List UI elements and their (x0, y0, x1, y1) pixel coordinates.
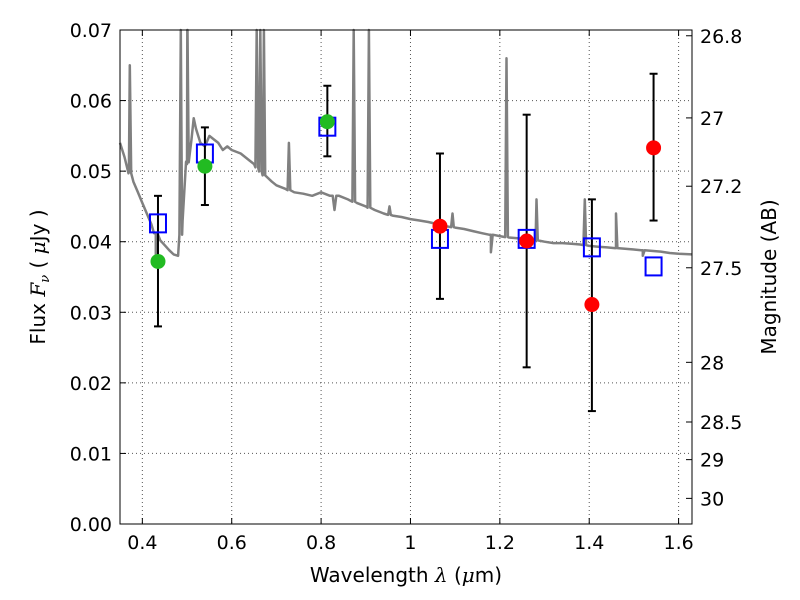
x-tick-label: 1.6 (663, 532, 693, 554)
y2-tick-label: 28.5 (700, 412, 742, 434)
y2-tick-label: 29 (700, 450, 724, 472)
y-axis-label: Flux Fν ( μJy ) (26, 209, 53, 344)
y-tick-label: 0.05 (70, 161, 112, 183)
model-photometry-square (582, 237, 601, 258)
grid-lines (120, 29, 692, 525)
y-tick-label: 0.00 (70, 514, 112, 536)
y2-tick-label: 28 (700, 352, 724, 374)
y-tick-label: 0.02 (70, 373, 112, 395)
y2-tick-label: 27.5 (700, 258, 742, 280)
y-tick-label: 0.04 (70, 232, 112, 254)
y-tick-label: 0.01 (70, 443, 112, 465)
plot-frame (119, 29, 693, 525)
x-axis-label: Wavelength λ (μm) (310, 563, 502, 587)
red-data-point (584, 297, 600, 313)
y2-tick-label: 30 (700, 488, 724, 510)
photometry-points (148, 72, 663, 413)
model-spectrum (118, 28, 693, 261)
y2-tick-label: 26.8 (700, 26, 742, 48)
green-data-point (150, 253, 166, 269)
x-tick-label: 1.2 (485, 532, 515, 554)
x-tick-label: 1.4 (574, 532, 604, 554)
x-tick-label: 0.4 (127, 532, 157, 554)
x-tick-label: 0.6 (217, 532, 247, 554)
x-tick-label: 1 (404, 532, 416, 554)
y2-tick-label: 27.2 (700, 176, 742, 198)
y2-tick-label: 27 (700, 108, 724, 130)
model-photometry-square (148, 213, 167, 234)
y-tick-label: 0.03 (70, 302, 112, 324)
y-tick-label: 0.06 (70, 91, 112, 113)
red-data-point (646, 140, 662, 156)
model-photometry-square (644, 256, 663, 277)
green-data-point (319, 114, 335, 130)
y2-axis-label: Magnitude (AB) (757, 199, 781, 354)
red-data-point (432, 218, 448, 234)
x-tick-label: 0.8 (306, 532, 336, 554)
spectrum-line (118, 28, 693, 261)
y-tick-label: 0.07 (70, 20, 112, 42)
axis-ticks: 0.4 0.6 0.8 1 1.2 1.4 1.6 0.00 0.01 0.02 0.03 0.04 0… (70, 20, 743, 554)
green-data-point (197, 158, 213, 174)
red-data-point (519, 233, 535, 249)
